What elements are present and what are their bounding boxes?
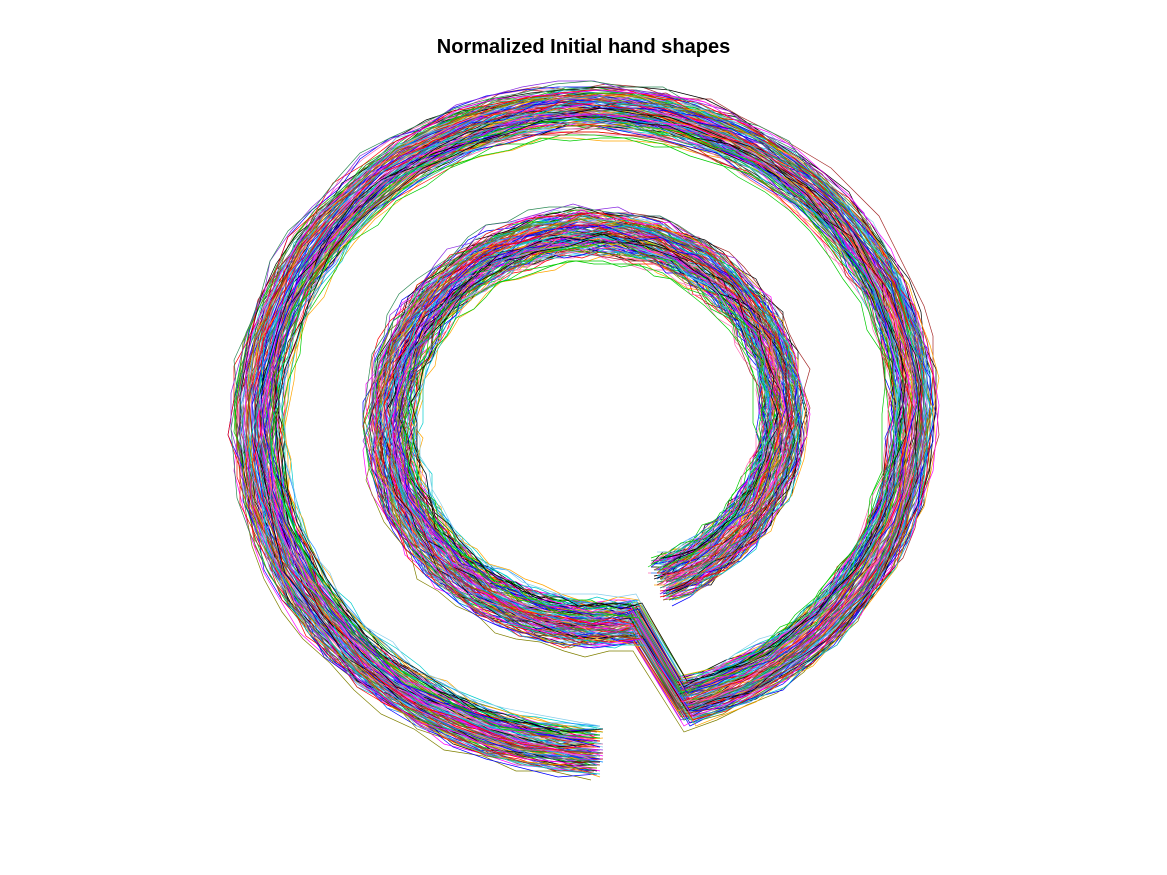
traces-group (227, 80, 940, 781)
trace-series (236, 86, 937, 775)
trace-series (266, 113, 907, 739)
chart-title: Normalized Initial hand shapes (436, 36, 731, 58)
trace-series (251, 95, 934, 760)
trace-series (272, 107, 904, 736)
trace-series (245, 98, 928, 772)
trace-series (251, 101, 913, 751)
trace-series (248, 95, 931, 757)
trace-series (233, 98, 928, 781)
trace-series (278, 116, 907, 733)
trace-series (248, 101, 934, 775)
trace-series (245, 98, 916, 760)
trace-series (242, 89, 940, 772)
trace-series (254, 113, 901, 751)
trace-series (248, 98, 934, 769)
trace-series (278, 119, 901, 727)
